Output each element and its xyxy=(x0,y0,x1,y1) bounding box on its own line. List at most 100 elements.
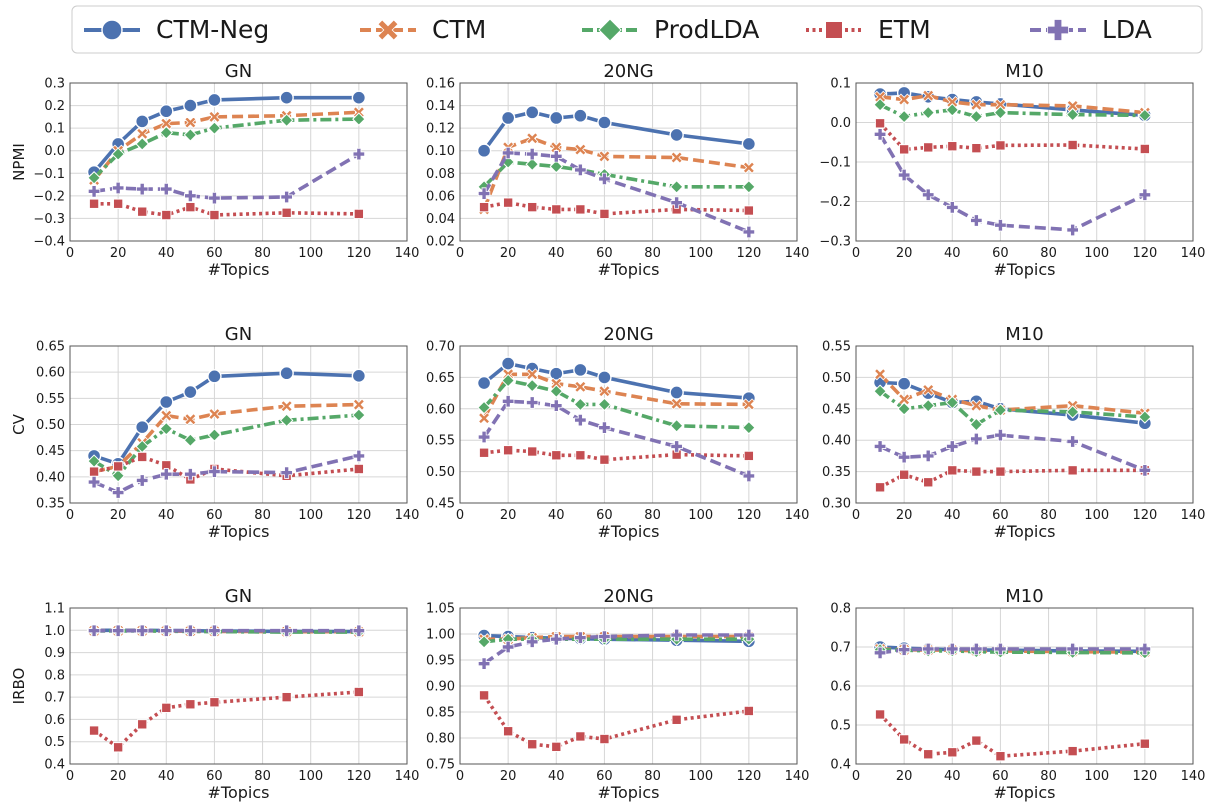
y-tick-label: 0.30 xyxy=(822,497,851,512)
axes-frame xyxy=(855,607,1194,765)
data-point xyxy=(161,702,172,714)
data-point xyxy=(874,482,886,493)
x-tick-label: 60 xyxy=(596,769,613,784)
data-point xyxy=(501,373,515,388)
data-point xyxy=(1067,745,1078,757)
series-line xyxy=(93,454,360,495)
data-point xyxy=(597,370,612,385)
series-lda xyxy=(873,642,1152,660)
data-point xyxy=(599,733,610,745)
x-tick-label: 140 xyxy=(1181,769,1206,784)
data-point xyxy=(574,631,587,644)
data-point xyxy=(597,115,612,130)
y-tick-label: −0.4 xyxy=(33,235,65,250)
data-point xyxy=(575,731,586,742)
data-point xyxy=(183,433,198,447)
data-point xyxy=(993,105,1008,120)
legend-entry-ctm-neg: CTM-Neg xyxy=(84,15,269,44)
data-point xyxy=(1067,465,1078,476)
panel-title: GN xyxy=(225,61,252,82)
data-point xyxy=(599,208,610,220)
data-point xyxy=(971,143,982,154)
data-point xyxy=(279,366,294,381)
data-point xyxy=(970,98,983,111)
data-point xyxy=(575,450,586,461)
chart-panels: 0 20 40 60 80 100 120 140 0.3 0.2 0.1 0.0 −0.1 −0.2 −0… xyxy=(10,61,1205,802)
x-axis-label: #Topics xyxy=(994,522,1056,541)
data-point xyxy=(994,219,1007,232)
data-point xyxy=(160,117,173,130)
x-tick-label: 120 xyxy=(736,246,761,261)
series-ctm-neg xyxy=(86,90,367,180)
data-point xyxy=(135,419,150,435)
y-tick-label: 0.04 xyxy=(426,212,455,227)
y-tick-label: 0.9 xyxy=(44,646,65,661)
legend-label: LDA xyxy=(1102,15,1152,44)
series-etm xyxy=(874,118,1151,155)
x-tick-label: 100 xyxy=(688,246,713,261)
data-point xyxy=(670,440,683,453)
data-point xyxy=(280,624,293,637)
data-point xyxy=(923,142,934,153)
data-point xyxy=(136,182,149,196)
data-point xyxy=(525,157,539,172)
data-point xyxy=(970,432,983,446)
x-tick-label: 120 xyxy=(736,508,761,523)
series-line xyxy=(93,152,360,200)
series-line xyxy=(879,433,1146,472)
plot-area xyxy=(460,83,797,241)
data-point xyxy=(551,741,562,753)
data-point xyxy=(281,691,292,703)
y-tick-label: 1.1 xyxy=(44,602,65,617)
data-point xyxy=(352,106,365,119)
data-point xyxy=(922,383,935,397)
y-tick-label: 0.08 xyxy=(426,167,455,182)
data-point xyxy=(947,465,958,476)
data-point xyxy=(874,709,886,720)
x-axis-label: #Topics xyxy=(598,783,660,802)
data-point xyxy=(184,116,197,129)
y-tick-label: 0.75 xyxy=(426,758,455,773)
x-tick-label: 80 xyxy=(644,769,661,784)
x-tick-label: 40 xyxy=(944,508,961,523)
y-tick-label: 0.12 xyxy=(426,122,455,137)
data-point xyxy=(88,198,100,209)
y-tick-label: 0.70 xyxy=(426,340,455,355)
data-point xyxy=(574,413,587,427)
data-point xyxy=(550,633,563,646)
data-point xyxy=(574,143,587,156)
series-line xyxy=(482,399,750,478)
data-point xyxy=(351,90,367,105)
data-point xyxy=(669,180,684,194)
data-point xyxy=(352,408,366,422)
x-tick-label: 140 xyxy=(395,246,420,261)
data-point xyxy=(477,187,491,200)
y-axis-label: NPMI xyxy=(10,143,28,181)
y-tick-label: 0.3 xyxy=(44,77,65,92)
data-point xyxy=(279,113,294,127)
data-point xyxy=(280,190,293,204)
legend-marker xyxy=(825,21,843,39)
data-point xyxy=(160,624,173,637)
y-tick-label: −0.2 xyxy=(33,189,65,204)
data-point xyxy=(184,468,197,481)
data-point xyxy=(670,397,683,410)
data-point xyxy=(669,418,684,433)
y-tick-label: 1.05 xyxy=(426,602,455,617)
y-tick-label: 0.14 xyxy=(426,99,455,114)
y-tick-label: 0.45 xyxy=(426,497,455,512)
axes-frame xyxy=(69,82,408,242)
data-point xyxy=(501,146,515,160)
series-line xyxy=(93,371,359,466)
data-point xyxy=(208,624,221,637)
data-point xyxy=(742,398,755,411)
y-tick-label: 0.06 xyxy=(426,189,455,204)
data-point xyxy=(947,141,958,152)
x-tick-label: 140 xyxy=(395,508,420,523)
x-tick-label: 100 xyxy=(1084,508,1109,523)
x-tick-label: 120 xyxy=(346,508,371,523)
y-tick-label: 0.50 xyxy=(426,465,455,480)
panel-title: GN xyxy=(225,324,252,345)
x-tick-label: 20 xyxy=(896,769,913,784)
